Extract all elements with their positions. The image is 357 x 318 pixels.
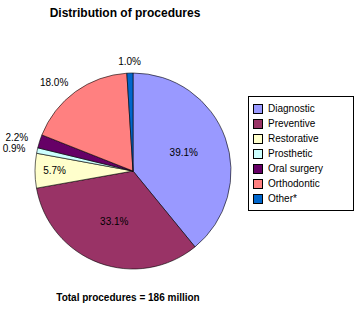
svg-text:18.0%: 18.0% [40,77,68,88]
svg-text:39.1%: 39.1% [170,147,198,158]
svg-text:0.9%: 0.9% [8,143,26,154]
html-text:Preventive: Preventive [268,118,316,129]
html-text:Other*: Other* [268,193,297,204]
html-text:Restorative: Restorative [268,133,319,144]
html-text:Prosthetic: Prosthetic [268,148,313,159]
svg-text:2.2%: 2.2% [8,132,28,143]
html-text:Distribution of procedures: Distribution of procedures [49,6,201,20]
html-text:Total procedures = 186 million: Total procedures = 186 million [56,292,200,303]
html-text:Oral surgery: Oral surgery [268,163,323,174]
html-text:Diagnostic: Diagnostic [268,103,315,114]
svg-text:1.0%: 1.0% [118,56,141,67]
html-text:Orthodontic: Orthodontic [268,178,320,189]
svg-text:5.7%: 5.7% [43,165,66,176]
svg-text:33.1%: 33.1% [100,216,128,227]
